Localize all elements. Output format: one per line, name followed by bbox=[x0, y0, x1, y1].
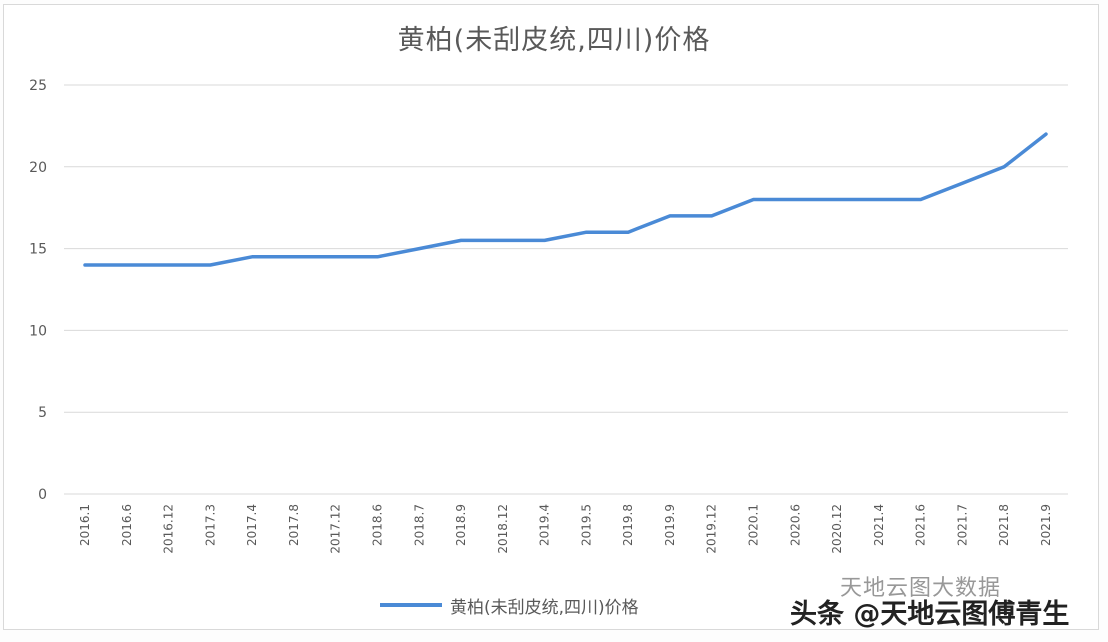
x-tick-label: 2016.12 bbox=[162, 504, 176, 554]
x-tick-label: 2017.3 bbox=[203, 504, 217, 546]
gridlines bbox=[64, 84, 1068, 495]
chart-frame bbox=[3, 4, 1099, 630]
x-tick-label: 2021.6 bbox=[914, 504, 928, 546]
y-tick-label: 15 bbox=[29, 242, 47, 258]
y-axis-ticks: 0 5 10 15 20 25 bbox=[29, 78, 47, 503]
x-tick-label: 2019.4 bbox=[538, 504, 552, 546]
y-tick-label: 25 bbox=[29, 78, 47, 94]
legend-swatch bbox=[380, 603, 442, 607]
x-tick-label: 2020.12 bbox=[830, 504, 844, 554]
y-tick-label: 10 bbox=[29, 323, 47, 339]
y-tick-label: 0 bbox=[38, 487, 47, 503]
x-axis-ticks: 2016.1 2016.6 2016.12 2017.3 2017.4 2017.8 201… bbox=[78, 504, 1053, 554]
y-tick-label: 5 bbox=[38, 405, 47, 421]
x-tick-label: 2021.9 bbox=[1039, 504, 1053, 546]
x-tick-label: 2020.1 bbox=[747, 504, 761, 546]
x-tick-label: 2019.12 bbox=[705, 504, 719, 554]
x-tick-label: 2017.8 bbox=[287, 504, 301, 546]
x-tick-label: 2017.12 bbox=[329, 504, 343, 554]
price-line bbox=[83, 132, 1048, 267]
watermark-ghost: 天地云图大数据 bbox=[840, 576, 1002, 601]
x-tick-label: 2019.8 bbox=[621, 504, 635, 546]
y-tick-label: 20 bbox=[29, 160, 47, 176]
chart-title: 黄柏(未刮皮统,四川)价格 bbox=[397, 25, 711, 56]
watermark: 头条 @天地云图傅青生 bbox=[790, 599, 1070, 630]
x-tick-label: 2021.4 bbox=[872, 504, 886, 546]
x-tick-label: 2019.9 bbox=[663, 504, 677, 546]
x-tick-label: 2018.6 bbox=[370, 504, 384, 546]
x-tick-label: 2021.7 bbox=[955, 504, 969, 546]
x-tick-label: 2018.9 bbox=[454, 504, 468, 546]
legend-label: 黄柏(未刮皮统,四川)价格 bbox=[450, 597, 639, 618]
x-tick-label: 2017.4 bbox=[245, 504, 259, 546]
x-tick-label: 2016.1 bbox=[78, 504, 92, 546]
x-tick-label: 2018.7 bbox=[412, 504, 426, 546]
x-tick-label: 2019.5 bbox=[579, 504, 593, 546]
x-tick-label: 2018.12 bbox=[496, 504, 510, 554]
x-tick-label: 2016.6 bbox=[120, 504, 134, 546]
x-tick-label: 2021.8 bbox=[997, 504, 1011, 546]
legend: 黄柏(未刮皮统,四川)价格 bbox=[380, 593, 639, 618]
x-tick-label: 2020.6 bbox=[788, 504, 802, 546]
